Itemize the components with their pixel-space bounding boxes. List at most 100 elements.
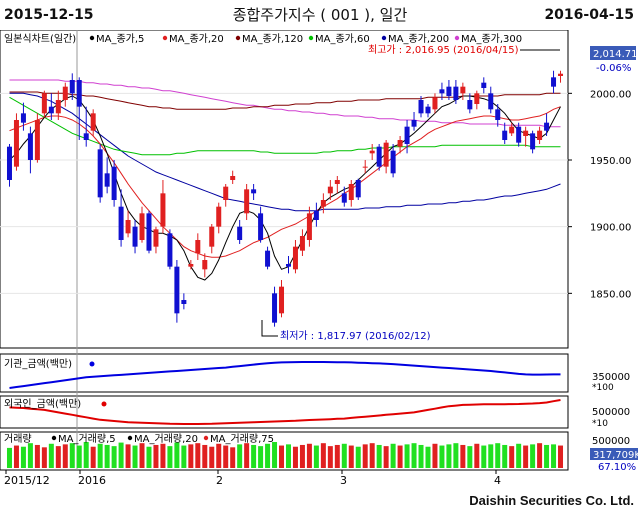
volume-bar	[537, 443, 543, 468]
inst-label: 기관_금액(백만)	[4, 358, 72, 370]
volume-bar	[551, 444, 557, 468]
vol-ma-dot	[203, 435, 209, 441]
start-date: 2015-12-15	[4, 7, 94, 23]
volume-pct: 67.10%	[598, 462, 636, 473]
candle-body	[285, 264, 291, 267]
volume-bar	[125, 444, 131, 468]
candle-body	[27, 133, 33, 160]
volume-bar	[104, 444, 110, 468]
ma-legend-item: MA_종가,20	[169, 33, 224, 45]
inst-value: 350000	[592, 372, 630, 383]
candle-body	[320, 200, 326, 207]
volume-bar	[202, 444, 208, 468]
inst-line	[9, 361, 561, 389]
x-tick-label: 2015/12	[4, 474, 50, 487]
chart-title: 종합주가지수 ( 001 ), 일간	[232, 6, 408, 24]
candle-body	[299, 236, 305, 251]
candle-body	[418, 100, 424, 114]
inst-series	[9, 361, 561, 389]
foreign-value: 500000	[592, 407, 630, 418]
stock-chart[interactable]: 일본식차트(일간) MA_종가,5 MA_종가,20 MA_종가,120 MA_종가,…	[0, 30, 640, 492]
volume-bar	[20, 446, 26, 468]
ma-legend-dot	[454, 35, 460, 41]
volume-bar	[55, 446, 61, 468]
volume-bar	[69, 443, 75, 468]
ma-legend-item: MA_종가,200	[388, 33, 449, 45]
candle-body	[537, 130, 543, 140]
volume-bar	[313, 445, 319, 468]
volume-bar	[48, 443, 54, 468]
candle-body	[334, 180, 340, 184]
volume-bar	[558, 445, 564, 468]
candle-body	[160, 193, 166, 227]
candle-body	[237, 226, 243, 240]
candle-body	[83, 133, 89, 140]
candle-body	[20, 113, 26, 123]
volume-bar	[299, 444, 305, 468]
candle-body	[306, 213, 312, 240]
volume-bar	[244, 443, 250, 468]
candle-body	[118, 206, 124, 240]
volume-bar	[453, 443, 459, 468]
candle-body	[551, 77, 557, 87]
candle-body	[313, 210, 319, 220]
candle-body	[13, 120, 19, 167]
candle-body	[488, 93, 494, 110]
last-price-box	[590, 46, 636, 60]
candle-body	[481, 82, 487, 88]
foreign-line	[9, 399, 561, 425]
candle-body	[139, 213, 145, 240]
volume-bar	[258, 446, 264, 468]
high-annotation: 최고가 : 2,016.95 (2016/04/15)	[368, 44, 519, 56]
vol-ma-item: MA_거래량,5	[58, 433, 116, 445]
candle-body	[439, 89, 445, 94]
candle-body	[153, 229, 159, 247]
low-pointer	[261, 320, 278, 337]
ma200-line	[9, 92, 561, 212]
candle-body	[132, 226, 138, 247]
candle-body	[55, 100, 61, 114]
volume-bar	[216, 443, 222, 468]
volume-bar	[488, 444, 494, 468]
volume-bar	[139, 443, 145, 468]
ma60-line	[9, 96, 561, 156]
ma-legend-item: MA_종가,5	[96, 33, 144, 45]
ma20-line	[9, 106, 561, 258]
candle-body	[181, 300, 187, 304]
volume-bar	[6, 447, 12, 468]
foreign-panel	[0, 395, 569, 429]
candle-body	[48, 106, 54, 114]
candle-body	[292, 246, 298, 270]
volume-bar	[495, 443, 501, 468]
foreign-label: 외국인_금액(백만)	[4, 398, 81, 410]
legend-main: 일본식차트(일간)	[4, 33, 76, 45]
ma5-line	[9, 95, 561, 281]
candle-body	[558, 73, 564, 76]
volume-bar	[446, 444, 452, 468]
price-change: -0.06%	[596, 63, 631, 74]
ma-legend-dot	[162, 35, 168, 41]
volume-label: 거래량	[4, 433, 32, 445]
volume-bar	[348, 445, 354, 468]
volume-bar	[509, 446, 515, 468]
volume-bar	[523, 445, 529, 468]
candle-body	[202, 260, 208, 270]
candle-body	[76, 80, 82, 107]
x-tick-label: 4	[494, 474, 501, 487]
candle-body	[209, 226, 215, 247]
candle-body	[265, 250, 271, 267]
candle-body	[348, 184, 354, 200]
volume-bar	[362, 444, 368, 468]
candle-body	[453, 86, 459, 100]
vol-ma-dot	[127, 435, 133, 441]
candle-body	[258, 213, 264, 240]
volume-bar	[390, 443, 396, 468]
candle-body	[272, 293, 278, 323]
candle-body	[146, 213, 152, 251]
volume-bar	[320, 443, 326, 468]
ma-legend-item: MA_종가,120	[242, 33, 303, 45]
x-tick-label: 2016	[78, 474, 106, 487]
volume-bar	[383, 446, 389, 468]
volume-bar	[355, 446, 361, 468]
candles	[6, 70, 564, 327]
